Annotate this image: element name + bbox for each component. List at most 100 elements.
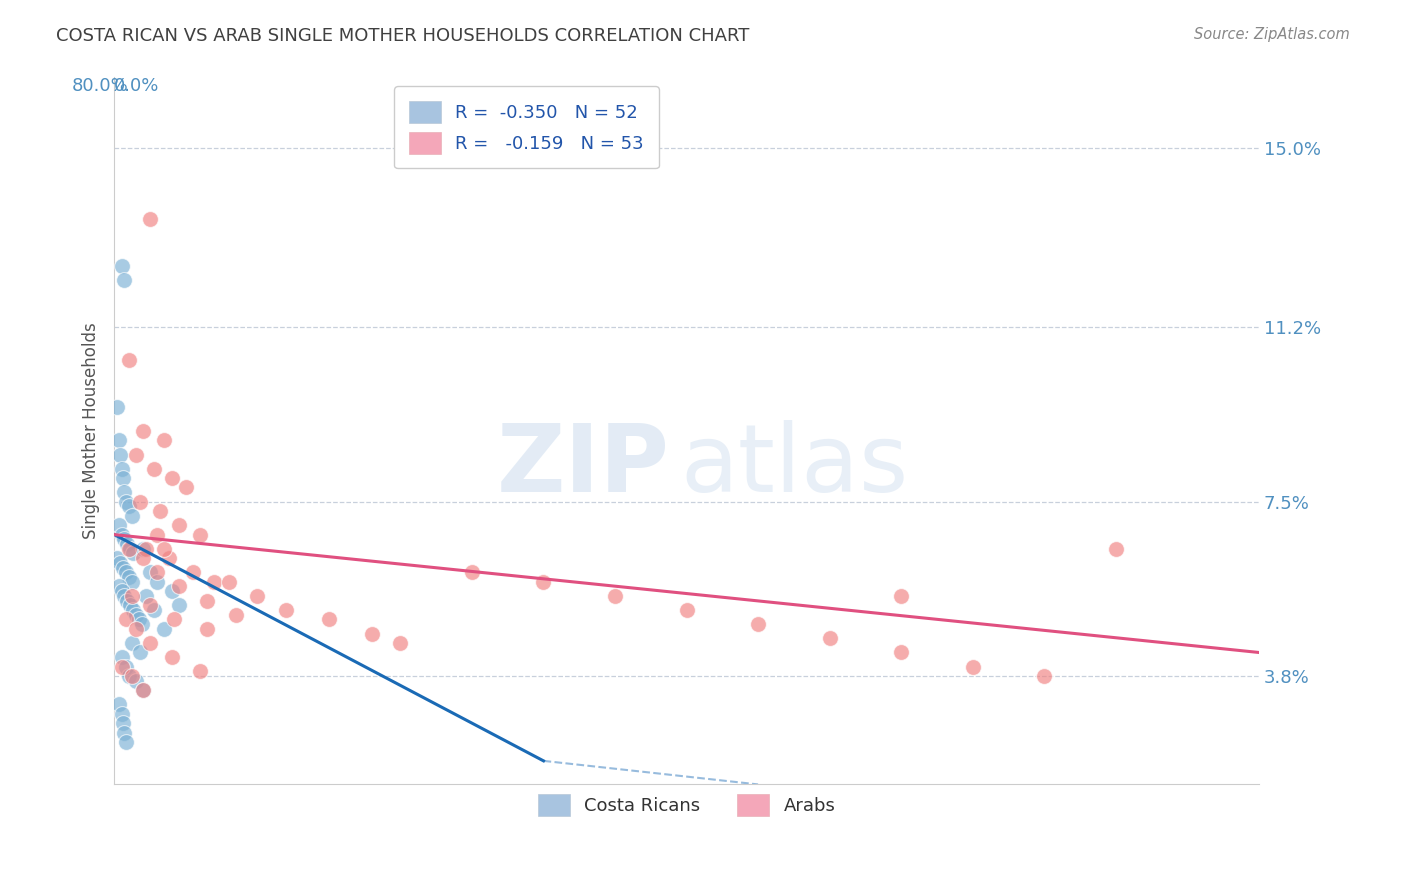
- Point: [121, 589, 143, 603]
- Text: 0.0%: 0.0%: [114, 78, 160, 95]
- Point: [225, 607, 247, 622]
- Point: [167, 518, 190, 533]
- Point: [181, 566, 204, 580]
- Point: [110, 659, 132, 673]
- Point: [153, 622, 176, 636]
- Point: [110, 650, 132, 665]
- Text: atlas: atlas: [681, 420, 910, 512]
- Point: [107, 698, 129, 712]
- Point: [112, 725, 135, 739]
- Point: [132, 551, 155, 566]
- Point: [112, 273, 135, 287]
- Point: [107, 434, 129, 448]
- Y-axis label: Single Mother Households: Single Mother Households: [83, 323, 100, 540]
- Point: [160, 471, 183, 485]
- Point: [120, 541, 142, 556]
- Point: [135, 541, 157, 556]
- Point: [129, 494, 152, 508]
- Point: [132, 424, 155, 438]
- Point: [246, 589, 269, 603]
- Point: [153, 434, 176, 448]
- Point: [125, 607, 148, 622]
- Point: [139, 636, 162, 650]
- Point: [675, 603, 697, 617]
- Point: [114, 735, 136, 749]
- Point: [120, 599, 142, 613]
- Point: [163, 612, 186, 626]
- Point: [110, 461, 132, 475]
- Point: [153, 541, 176, 556]
- Point: [461, 566, 484, 580]
- Point: [110, 527, 132, 541]
- Point: [121, 636, 143, 650]
- Point: [105, 551, 128, 566]
- Point: [117, 537, 139, 551]
- Point: [108, 448, 131, 462]
- Point: [118, 500, 141, 514]
- Point: [121, 574, 143, 589]
- Point: [112, 485, 135, 500]
- Point: [157, 551, 180, 566]
- Point: [131, 617, 153, 632]
- Point: [118, 541, 141, 556]
- Point: [146, 566, 169, 580]
- Point: [110, 584, 132, 599]
- Point: [318, 612, 340, 626]
- Point: [111, 716, 134, 731]
- Point: [114, 612, 136, 626]
- Point: [143, 461, 166, 475]
- Point: [118, 669, 141, 683]
- Point: [188, 527, 211, 541]
- Point: [132, 541, 155, 556]
- Point: [118, 570, 141, 584]
- Point: [114, 566, 136, 580]
- Point: [111, 560, 134, 574]
- Point: [125, 448, 148, 462]
- Point: [107, 579, 129, 593]
- Point: [117, 593, 139, 607]
- Point: [818, 632, 841, 646]
- Point: [890, 589, 912, 603]
- Point: [890, 645, 912, 659]
- Point: [121, 508, 143, 523]
- Point: [533, 574, 555, 589]
- Point: [139, 599, 162, 613]
- Point: [121, 669, 143, 683]
- Point: [389, 636, 412, 650]
- Point: [204, 574, 226, 589]
- Point: [108, 556, 131, 570]
- Point: [139, 566, 162, 580]
- Point: [160, 584, 183, 599]
- Point: [114, 494, 136, 508]
- Point: [125, 673, 148, 688]
- Point: [122, 546, 145, 560]
- Point: [135, 589, 157, 603]
- Point: [149, 504, 172, 518]
- Point: [118, 353, 141, 368]
- Point: [112, 589, 135, 603]
- Point: [114, 659, 136, 673]
- Point: [195, 593, 218, 607]
- Legend: Costa Ricans, Arabs: Costa Ricans, Arabs: [529, 785, 845, 825]
- Point: [110, 259, 132, 273]
- Point: [167, 579, 190, 593]
- Text: 80.0%: 80.0%: [72, 78, 129, 95]
- Point: [1033, 669, 1056, 683]
- Point: [218, 574, 240, 589]
- Point: [174, 481, 197, 495]
- Point: [167, 599, 190, 613]
- Point: [111, 471, 134, 485]
- Point: [360, 626, 382, 640]
- Point: [112, 533, 135, 547]
- Point: [128, 612, 150, 626]
- Point: [125, 622, 148, 636]
- Point: [1105, 541, 1128, 556]
- Point: [139, 211, 162, 226]
- Text: COSTA RICAN VS ARAB SINGLE MOTHER HOUSEHOLDS CORRELATION CHART: COSTA RICAN VS ARAB SINGLE MOTHER HOUSEH…: [56, 27, 749, 45]
- Point: [146, 574, 169, 589]
- Text: ZIP: ZIP: [496, 420, 669, 512]
- Point: [122, 603, 145, 617]
- Text: Source: ZipAtlas.com: Source: ZipAtlas.com: [1194, 27, 1350, 42]
- Point: [132, 683, 155, 698]
- Point: [143, 603, 166, 617]
